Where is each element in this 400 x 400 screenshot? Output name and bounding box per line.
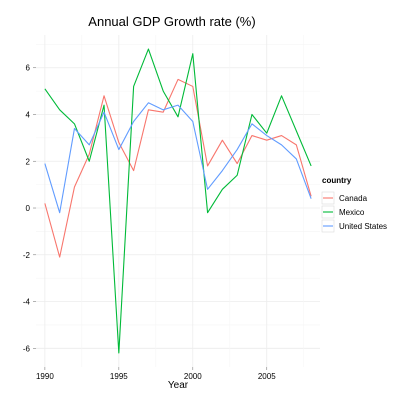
x-tick-label: 1990: [36, 372, 54, 381]
legend-title: country: [322, 176, 352, 185]
x-axis-title: Year: [168, 380, 189, 391]
series-line-mexico: [44, 48, 312, 354]
y-tick-label: 6: [26, 64, 31, 73]
legend-label: Canada: [339, 194, 368, 203]
series-line-united-states: [44, 102, 312, 214]
y-tick-label: 2: [26, 157, 31, 166]
series-line-canada: [44, 78, 312, 258]
legend-label: Mexico: [339, 208, 365, 217]
y-tick-label: -6: [23, 344, 31, 353]
y-tick-label: 4: [26, 110, 31, 119]
series-lines: [44, 48, 312, 354]
y-tick-label: -2: [23, 251, 31, 260]
x-tick-label: 2000: [184, 372, 202, 381]
x-tick-label: 1995: [110, 372, 128, 381]
x-axis-ticks: 1990 1995 2000 2005: [36, 367, 276, 381]
legend-label: United States: [339, 222, 387, 231]
y-tick-label: 0: [26, 204, 31, 213]
y-axis-ticks: -6 -4 -2 0 2 4 6: [23, 64, 36, 353]
y-tick-label: -4: [23, 298, 31, 307]
chart-title: Annual GDP Growth rate (%): [88, 14, 255, 29]
legend: country Canada Mexico United States: [321, 176, 387, 233]
x-tick-label: 2005: [258, 372, 276, 381]
plot-panel: [36, 35, 320, 367]
